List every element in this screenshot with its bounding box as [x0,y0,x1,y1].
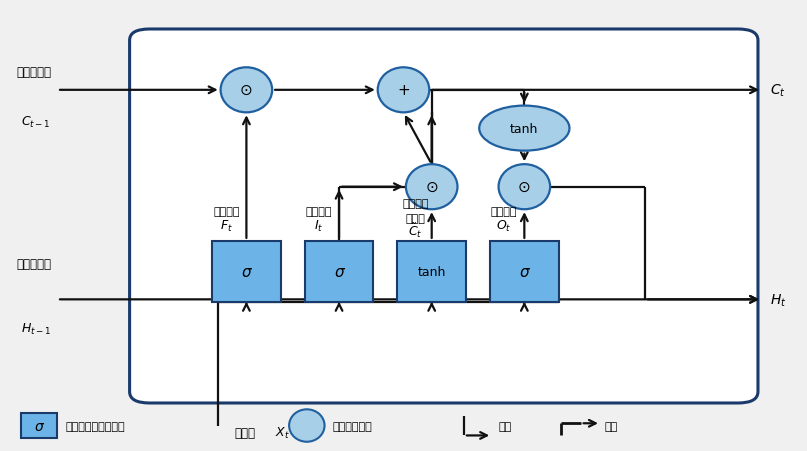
Text: 按元素运算符: 按元素运算符 [332,421,372,431]
FancyBboxPatch shape [212,241,281,302]
Ellipse shape [289,410,324,442]
Text: σ: σ [241,264,251,279]
Text: 遗忘门：: 遗忘门： [213,207,240,216]
Text: 输入门：: 输入门： [306,207,332,216]
Text: 输入：: 输入： [234,426,255,439]
FancyBboxPatch shape [398,241,466,302]
Text: 记忆细胞：: 记忆细胞： [17,66,52,79]
Text: tanh: tanh [417,265,446,278]
Text: σ: σ [334,264,344,279]
Text: 细胞：: 细胞： [406,213,425,223]
Text: ⊙: ⊙ [518,180,531,195]
Text: σ: σ [520,264,529,279]
Text: 候选记忆: 候选记忆 [403,199,429,209]
Text: 隐藏状态：: 隐藏状态： [17,257,52,270]
Text: 输出门：: 输出门： [491,207,517,216]
Text: 复制: 复制 [499,421,512,431]
Text: ⊙: ⊙ [425,180,438,195]
Text: tanh: tanh [510,122,538,135]
Ellipse shape [499,165,550,210]
Text: $H_{t-1}$: $H_{t-1}$ [21,322,51,336]
Ellipse shape [479,106,570,152]
Text: $C_{t-1}$: $C_{t-1}$ [21,115,51,129]
Text: 全连接层和激活函数: 全连接层和激活函数 [65,421,125,431]
Text: +: + [397,83,410,98]
Ellipse shape [220,68,272,113]
FancyBboxPatch shape [130,30,758,403]
Ellipse shape [378,68,429,113]
FancyBboxPatch shape [490,241,558,302]
Text: $X_t$: $X_t$ [274,425,290,440]
Text: 连结: 连结 [605,421,618,431]
FancyBboxPatch shape [21,413,57,438]
Text: $F_t$: $F_t$ [220,219,232,234]
Text: $\tilde{C}_t$: $\tilde{C}_t$ [408,221,423,239]
Text: $O_t$: $O_t$ [496,219,512,234]
Text: ⊙: ⊙ [240,83,253,98]
FancyBboxPatch shape [305,241,374,302]
Text: $H_t$: $H_t$ [770,291,787,308]
Text: σ: σ [35,419,44,433]
Text: $I_t$: $I_t$ [314,219,324,234]
Text: $C_t$: $C_t$ [770,83,786,99]
Ellipse shape [406,165,458,210]
